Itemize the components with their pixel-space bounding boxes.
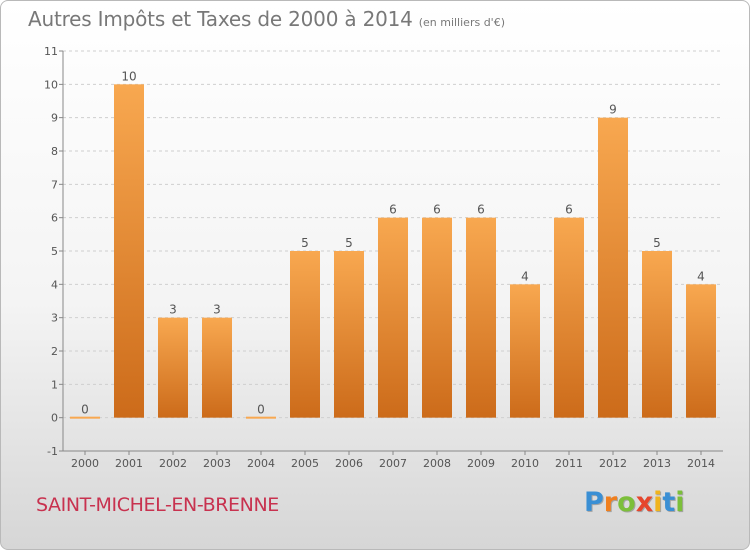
data-label-2011: 6 (565, 203, 573, 217)
x-tick-label: 2003 (203, 457, 231, 470)
data-label-2001: 10 (121, 69, 136, 83)
y-tick-label: 4 (51, 278, 58, 291)
y-tick-label: 10 (44, 78, 58, 91)
x-tick-label: 2011 (555, 457, 583, 470)
bar-2010[interactable] (510, 284, 540, 418)
x-tick-label: 2007 (379, 457, 407, 470)
y-tick-label: 3 (51, 312, 58, 325)
x-tick-label: 2006 (335, 457, 363, 470)
bar-2003[interactable] (202, 317, 232, 418)
x-tick-label: 2009 (467, 457, 495, 470)
y-tick-label: 7 (51, 178, 58, 191)
x-tick-label: 2014 (687, 457, 715, 470)
x-tick-label: 2000 (71, 457, 99, 470)
data-label-2010: 4 (521, 269, 529, 283)
y-tick-label: 11 (44, 45, 58, 58)
data-label-2000: 0 (81, 403, 89, 417)
y-tick-label: 1 (51, 378, 58, 391)
commune-name: SAINT-MICHEL-EN-BRENNE (36, 494, 279, 516)
x-tick-label: 2002 (159, 457, 187, 470)
bar-2008[interactable] (422, 217, 452, 418)
bar-2005[interactable] (290, 251, 320, 418)
chart-unit-text: (en milliers d'€) (418, 16, 505, 29)
y-tick-label: -1 (47, 445, 58, 458)
bar-2014[interactable] (686, 284, 716, 418)
bar-2006[interactable] (334, 251, 364, 418)
data-label-2002: 3 (169, 303, 177, 317)
x-tick-label: 2010 (511, 457, 539, 470)
x-tick-label: 2004 (247, 457, 275, 470)
x-tick-label: 2013 (643, 457, 671, 470)
data-label-2013: 5 (653, 236, 661, 250)
bar-2004[interactable] (246, 416, 276, 419)
data-label-2003: 3 (213, 303, 221, 317)
data-label-2007: 6 (389, 203, 397, 217)
bar-2001[interactable] (114, 84, 144, 418)
y-tick-label: 0 (51, 412, 58, 425)
proxiti-logo[interactable]: Proxiti (584, 487, 685, 518)
bar-2000[interactable] (70, 416, 100, 419)
data-label-2004: 0 (257, 403, 265, 417)
chart-title-text: Autres Impôts et Taxes de 2000 à 2014 (28, 7, 413, 31)
axes: -1 0 1 2 3 4 5 6 7 8 9 10 11 2000 2001 2002 2003 2004 2005… (44, 45, 723, 470)
data-label-2005: 5 (301, 236, 309, 250)
y-tick-label: 2 (51, 345, 58, 358)
data-label-2006: 5 (345, 236, 353, 250)
data-label-2012: 9 (609, 103, 617, 117)
y-tick-label: 8 (51, 145, 58, 158)
chart-title: Autres Impôts et Taxes de 2000 à 2014 (en… (28, 7, 505, 31)
x-tick-label: 2012 (599, 457, 627, 470)
bar-2012[interactable] (598, 117, 628, 418)
bar-2002[interactable] (158, 317, 188, 418)
y-tick-label: 5 (51, 245, 58, 258)
data-label-2014: 4 (697, 269, 705, 283)
y-tick-label: 6 (51, 212, 58, 225)
data-labels: 0 10 3 3 0 5 5 6 6 6 4 6 9 5 4 (81, 69, 705, 416)
data-label-2008: 6 (433, 203, 441, 217)
bar-2013[interactable] (642, 251, 672, 418)
x-tick-label: 2005 (291, 457, 319, 470)
bars (70, 84, 716, 419)
x-tick-label: 2008 (423, 457, 451, 470)
bar-2007[interactable] (378, 217, 408, 418)
x-tick-label: 2001 (115, 457, 143, 470)
y-tick-label: 9 (51, 112, 58, 125)
bar-2009[interactable] (466, 217, 496, 418)
bar-2011[interactable] (554, 217, 584, 418)
data-label-2009: 6 (477, 203, 485, 217)
